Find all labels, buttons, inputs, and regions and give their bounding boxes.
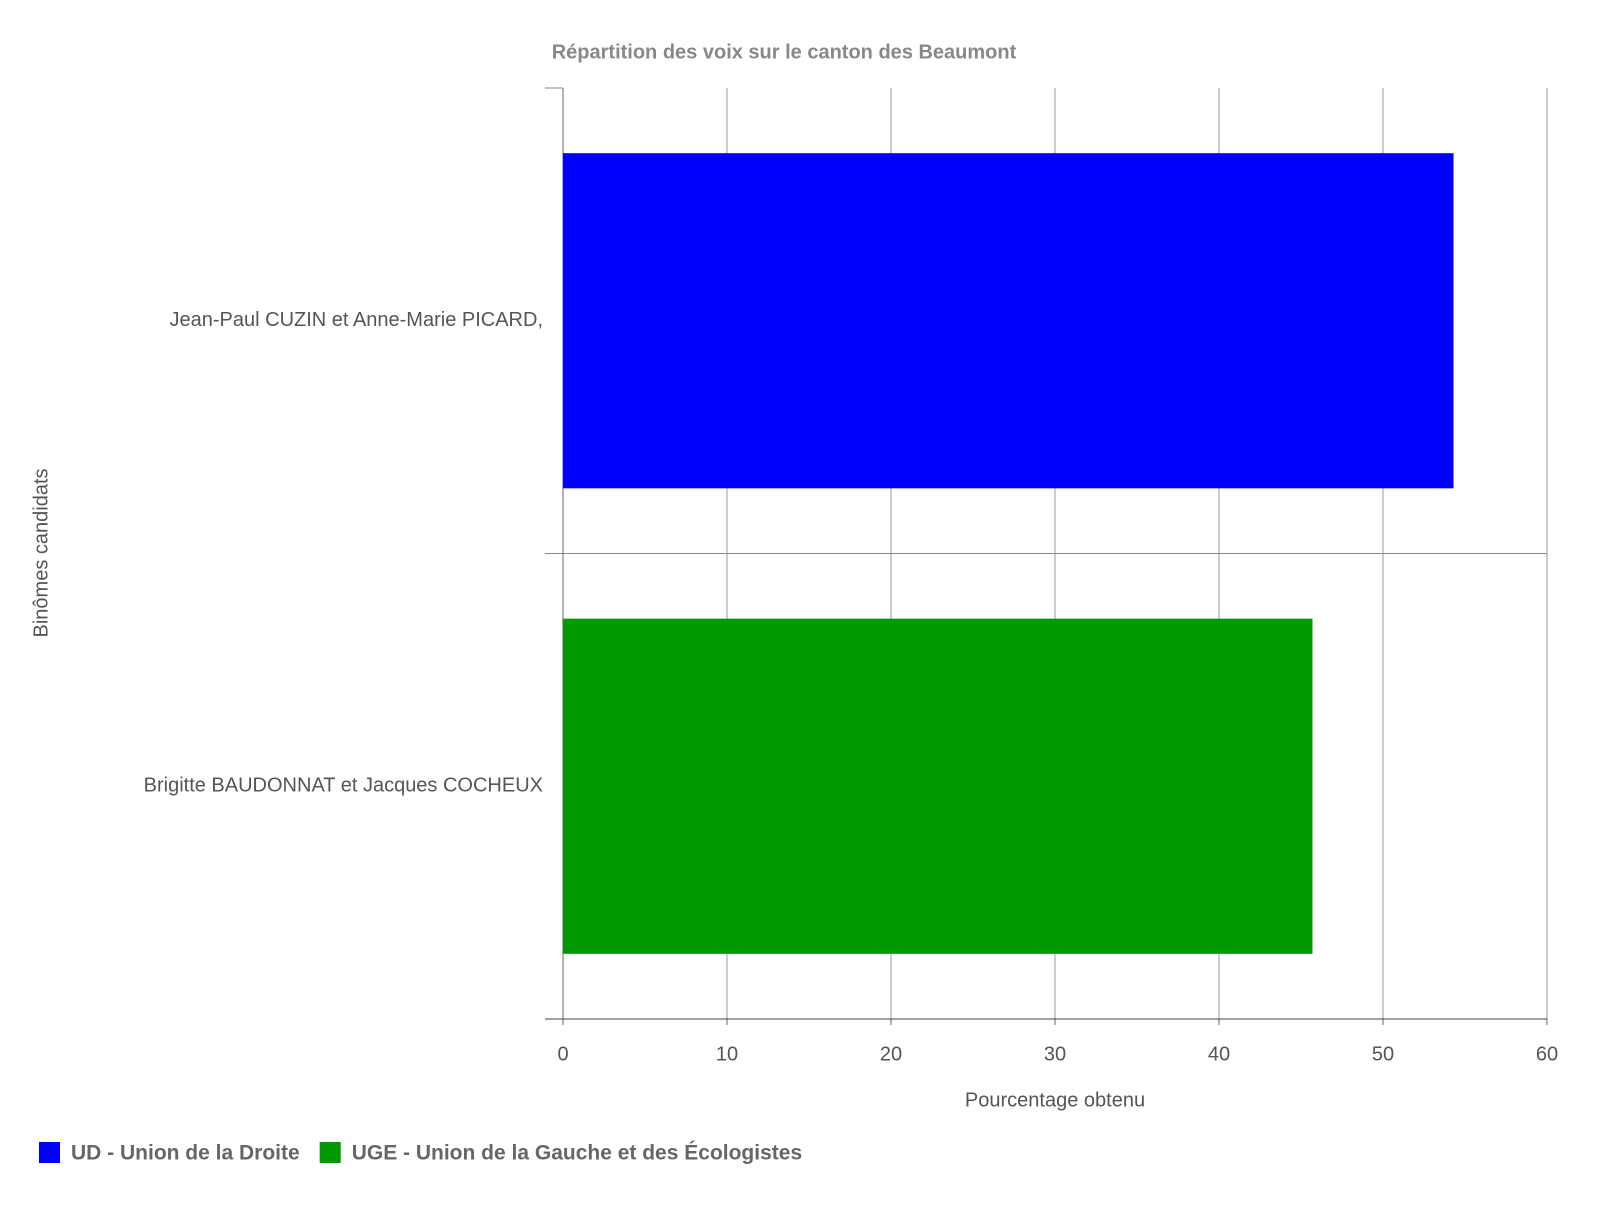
legend-label: UD - Union de la Droite <box>71 1142 300 1165</box>
legend-swatch <box>39 1142 60 1163</box>
chart-title: Répartition des voix sur le canton des B… <box>552 41 1017 63</box>
x-tick-label: 0 <box>557 1043 568 1065</box>
bar <box>563 153 1454 489</box>
legend-swatch <box>319 1142 341 1163</box>
y-tick-label: Jean-Paul CUZIN et Anne-Marie PICARD, <box>170 309 543 331</box>
x-tick-label: 20 <box>880 1043 902 1065</box>
x-tick-label: 10 <box>716 1043 738 1065</box>
x-axis-label: Pourcentage obtenu <box>965 1089 1145 1111</box>
y-tick-label: Brigitte BAUDONNAT et Jacques COCHEUX <box>144 775 543 797</box>
x-tick-label: 50 <box>1372 1043 1394 1065</box>
x-tick-label: 40 <box>1208 1043 1230 1065</box>
x-tick-label: 60 <box>1536 1043 1558 1065</box>
bar <box>563 618 1313 954</box>
y-axis-label: Binômes candidats <box>30 469 52 638</box>
legend-label: UGE - Union de la Gauche et des Écologis… <box>352 1142 802 1165</box>
x-tick-label: 30 <box>1044 1043 1066 1065</box>
